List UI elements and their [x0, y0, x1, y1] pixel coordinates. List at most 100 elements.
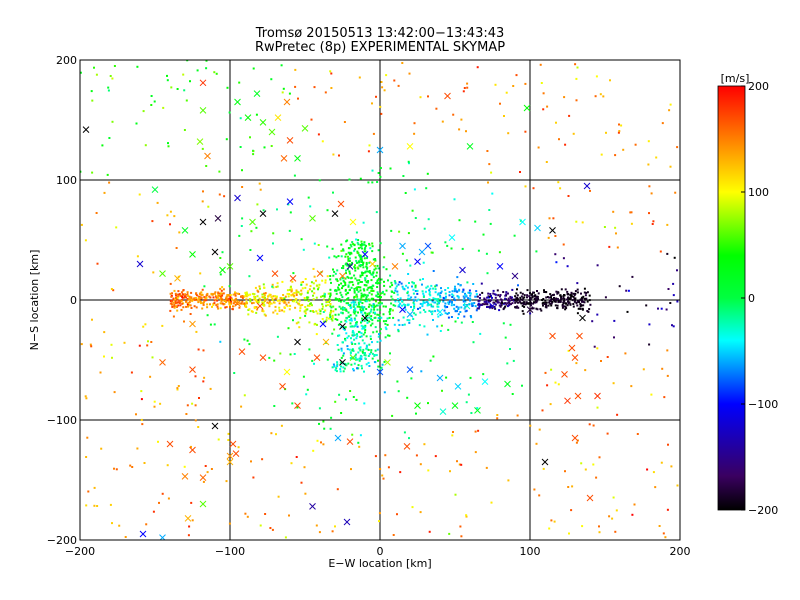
- data-point: [449, 470, 451, 473]
- data-point: [498, 304, 501, 307]
- data-point: [462, 288, 465, 291]
- data-point: [581, 308, 584, 311]
- data-point: [213, 292, 216, 295]
- data-point: [329, 278, 332, 281]
- data-point: [353, 325, 356, 328]
- data-point: [455, 305, 458, 308]
- data-point: [96, 505, 99, 507]
- data-point: [359, 177, 362, 180]
- data-point: [263, 298, 266, 301]
- data-point: [215, 72, 218, 75]
- data-point: [547, 236, 550, 239]
- data-point: [425, 286, 428, 289]
- data-point: [545, 161, 548, 163]
- data-point: [672, 294, 675, 297]
- data-point: [335, 278, 338, 281]
- data-point: [403, 288, 406, 291]
- data-point: [334, 298, 337, 301]
- data-point: [276, 285, 279, 288]
- data-point: [659, 250, 662, 253]
- data-point: [357, 301, 360, 304]
- data-point: [234, 291, 236, 294]
- data-marker: [331, 210, 339, 217]
- data-point: [302, 281, 304, 283]
- data-point: [376, 279, 379, 282]
- data-point: [293, 353, 296, 355]
- data-point: [378, 520, 380, 523]
- data-point: [365, 263, 368, 266]
- data-point: [219, 257, 222, 259]
- data-point: [217, 307, 220, 310]
- data-point: [676, 146, 679, 149]
- data-point: [531, 296, 534, 299]
- data-point: [341, 267, 343, 269]
- data-point: [456, 295, 459, 298]
- data-point: [592, 424, 595, 427]
- data-point: [332, 310, 335, 313]
- data-point: [328, 256, 331, 259]
- data-point: [668, 109, 671, 112]
- data-point: [182, 289, 185, 291]
- data-point: [423, 227, 426, 230]
- data-point: [350, 317, 353, 320]
- data-point: [375, 271, 378, 274]
- data-point: [465, 401, 468, 404]
- data-point: [411, 209, 414, 212]
- data-point: [149, 375, 152, 378]
- data-point: [393, 280, 396, 282]
- data-point: [355, 295, 358, 298]
- data-point: [462, 300, 465, 303]
- data-marker: [136, 260, 144, 268]
- data-point: [493, 305, 496, 308]
- data-point: [348, 319, 351, 322]
- data-point: [358, 359, 361, 362]
- data-point: [259, 298, 262, 301]
- data-point: [350, 245, 353, 248]
- data-marker: [268, 128, 276, 136]
- data-point: [534, 298, 537, 301]
- data-point: [369, 317, 372, 320]
- data-point: [360, 358, 363, 361]
- data-point: [188, 298, 191, 301]
- data-point: [368, 286, 371, 289]
- data-point: [295, 298, 298, 301]
- data-point: [415, 454, 418, 457]
- data-point: [579, 303, 582, 305]
- data-point: [326, 300, 329, 303]
- data-point: [454, 320, 457, 323]
- data-point: [201, 200, 204, 203]
- data-point: [350, 363, 353, 366]
- data-point: [407, 294, 410, 297]
- data-point: [564, 470, 566, 473]
- data-point: [421, 305, 424, 308]
- colorbar-tick-label: −100: [748, 398, 778, 411]
- data-point: [374, 259, 377, 262]
- data-point: [374, 326, 377, 329]
- data-point: [195, 306, 198, 309]
- data-point: [276, 312, 279, 315]
- data-point: [325, 301, 328, 304]
- data-point: [428, 303, 430, 306]
- data-point: [355, 353, 357, 356]
- data-point: [292, 272, 295, 275]
- data-point: [295, 289, 298, 292]
- data-point: [95, 212, 98, 214]
- data-marker: [189, 251, 196, 258]
- data-point: [350, 277, 353, 280]
- data-point: [344, 284, 347, 286]
- data-point: [344, 362, 347, 365]
- data-point: [526, 294, 529, 297]
- data-point: [372, 331, 375, 334]
- data-point: [303, 297, 306, 299]
- data-point: [382, 313, 385, 316]
- data-point: [359, 256, 362, 259]
- data-marker: [474, 407, 481, 414]
- data-point: [311, 304, 313, 307]
- data-point: [363, 284, 366, 286]
- data-point: [241, 300, 244, 303]
- data-point: [289, 299, 292, 301]
- data-marker: [339, 323, 346, 330]
- data-point: [378, 512, 381, 515]
- data-marker: [294, 338, 301, 346]
- data-marker: [541, 458, 549, 466]
